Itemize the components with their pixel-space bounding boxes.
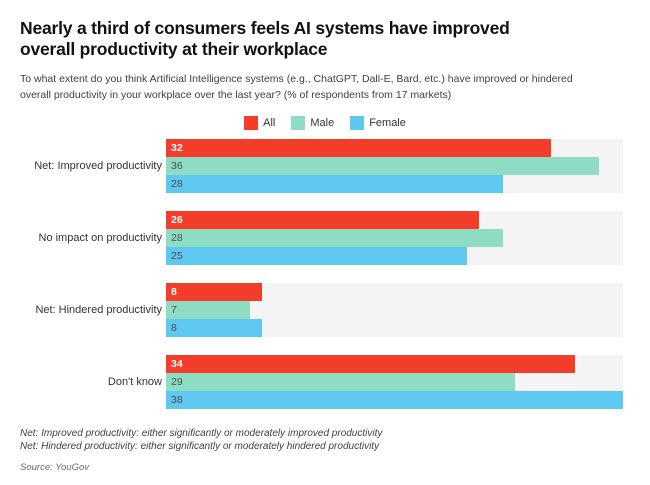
legend-swatch-male xyxy=(291,116,306,130)
chart-group: Don't know 34 29 38 xyxy=(20,355,630,409)
bar-female: 25 xyxy=(166,247,467,265)
legend-item-male: Male xyxy=(291,116,334,130)
bar-value-label: 34 xyxy=(171,358,183,370)
chart-title: Nearly a third of consumers feels AI sys… xyxy=(20,18,630,60)
page: Nearly a third of consumers feels AI sys… xyxy=(20,18,630,473)
bar-value-label: 25 xyxy=(171,250,183,262)
chart-group: Net: Improved productivity 32 36 28 xyxy=(20,139,630,193)
bar-value-label: 28 xyxy=(171,232,183,244)
bar-value-label: 8 xyxy=(171,322,177,334)
legend-label-all: All xyxy=(263,117,276,129)
bar-male: 29 xyxy=(166,373,515,391)
category-label: Net: Hindered productivity xyxy=(35,304,162,316)
chart-subtitle: To what extent do you think Artificial I… xyxy=(20,72,630,103)
chart-group: No impact on productivity 26 28 25 xyxy=(20,211,630,265)
category-label: No impact on productivity xyxy=(38,232,163,244)
chart-subtitle-line1: To what extent do you think Artificial I… xyxy=(20,73,573,85)
bar-all: 26 xyxy=(166,211,479,229)
category-label: Net: Improved productivity xyxy=(34,160,162,172)
bar-male: 28 xyxy=(166,229,503,247)
bar-value-label: 38 xyxy=(171,394,183,406)
bar-all: 32 xyxy=(166,139,551,157)
chart: Net: Improved productivity 32 36 28 No impac… xyxy=(20,139,630,409)
footnote-hindered: Net: Hindered productivity: either signi… xyxy=(20,441,380,452)
chart-group: Net: Hindered productivity 8 7 8 xyxy=(20,283,630,337)
legend: All Male Female xyxy=(20,116,630,130)
chart-title-line1: Nearly a third of consumers feels AI sys… xyxy=(20,18,510,38)
bar-all: 34 xyxy=(166,355,575,373)
bar-value-label: 36 xyxy=(171,160,183,172)
bar-value-label: 32 xyxy=(171,142,183,154)
category-label: Don't know xyxy=(107,376,162,388)
bar-value-label: 26 xyxy=(171,214,183,226)
footnotes: Net: Improved productivity: either signi… xyxy=(20,427,630,453)
bar-all: 8 xyxy=(166,283,263,301)
chart-title-line2: overall productivity at their workplace xyxy=(20,39,328,59)
bar-female: 8 xyxy=(166,319,263,337)
bar-male: 7 xyxy=(166,301,251,319)
plot-track: 26 28 25 xyxy=(166,211,623,265)
legend-swatch-all xyxy=(244,116,259,130)
legend-swatch-female xyxy=(350,116,365,130)
bar-value-label: 28 xyxy=(171,178,183,190)
bar-value-label: 8 xyxy=(171,286,177,298)
legend-label-female: Female xyxy=(369,117,406,129)
legend-label-male: Male xyxy=(310,117,335,129)
legend-item-all: All xyxy=(244,116,275,130)
chart-subtitle-line2: overall productivity in your workplace o… xyxy=(20,88,452,101)
plot-track: 8 7 8 xyxy=(166,283,623,337)
bar-male: 36 xyxy=(166,157,599,175)
bar-value-label: 29 xyxy=(171,376,183,388)
legend-item-female: Female xyxy=(350,116,406,130)
plot-track: 34 29 38 xyxy=(166,355,623,409)
bar-value-label: 7 xyxy=(171,304,177,316)
bar-female: 28 xyxy=(166,175,503,193)
plot-track: 32 36 28 xyxy=(166,139,623,193)
footnote-improved: Net: Improved productivity: either signi… xyxy=(20,428,383,439)
source-credit: Source: YouGov xyxy=(20,462,90,473)
bar-female: 38 xyxy=(166,391,623,409)
